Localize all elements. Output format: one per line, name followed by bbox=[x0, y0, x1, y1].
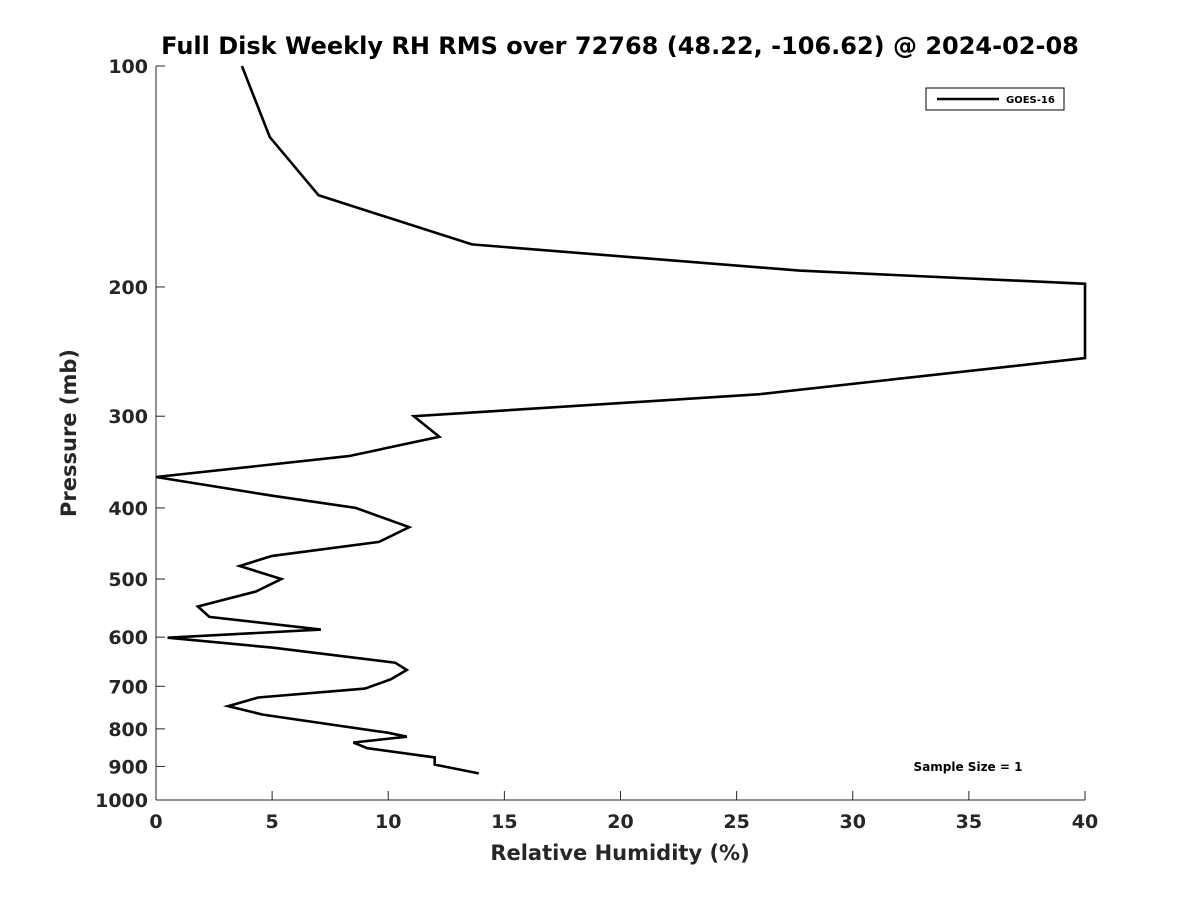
sample-size-annotation: Sample Size = 1 bbox=[914, 760, 1023, 774]
y-tick-label: 500 bbox=[108, 569, 148, 591]
x-tick-label: 40 bbox=[1072, 811, 1098, 833]
x-tick-label: 0 bbox=[149, 811, 162, 833]
y-tick-label: 700 bbox=[108, 676, 148, 698]
x-axis-ticks: 0 5 10 15 20 25 30 35 40 bbox=[149, 791, 1098, 833]
y-tick-label: 800 bbox=[108, 719, 148, 741]
x-tick-label: 20 bbox=[607, 811, 633, 833]
y-tick-label: 1000 bbox=[95, 790, 148, 812]
y-tick-label: 600 bbox=[108, 627, 148, 649]
y-tick-label: 400 bbox=[108, 498, 148, 520]
y-tick-label: 300 bbox=[108, 406, 148, 428]
legend: GOES-16 bbox=[925, 87, 1065, 111]
y-tick-label: 200 bbox=[108, 277, 148, 299]
x-tick-label: 30 bbox=[840, 811, 866, 833]
series-line-goes-16 bbox=[155, 65, 1087, 775]
x-tick-label: 10 bbox=[375, 811, 401, 833]
x-tick-label: 15 bbox=[491, 811, 517, 833]
y-tick-label: 100 bbox=[108, 56, 148, 78]
chart-title: Full Disk Weekly RH RMS over 72768 (48.2… bbox=[161, 32, 1079, 60]
y-axis-ticks: 100 200 300 400 500 600 700 800 900 1000 bbox=[95, 56, 165, 812]
x-tick-label: 35 bbox=[956, 811, 982, 833]
y-tick-label: 900 bbox=[108, 756, 148, 778]
x-tick-label: 25 bbox=[723, 811, 749, 833]
x-axis-label: Relative Humidity (%) bbox=[490, 841, 749, 865]
series-layer bbox=[155, 65, 1087, 775]
x-tick-label: 5 bbox=[266, 811, 279, 833]
y-axis-label: Pressure (mb) bbox=[57, 349, 81, 517]
plot-area bbox=[155, 66, 1085, 801]
legend-label-goes-16: GOES-16 bbox=[1006, 95, 1055, 106]
